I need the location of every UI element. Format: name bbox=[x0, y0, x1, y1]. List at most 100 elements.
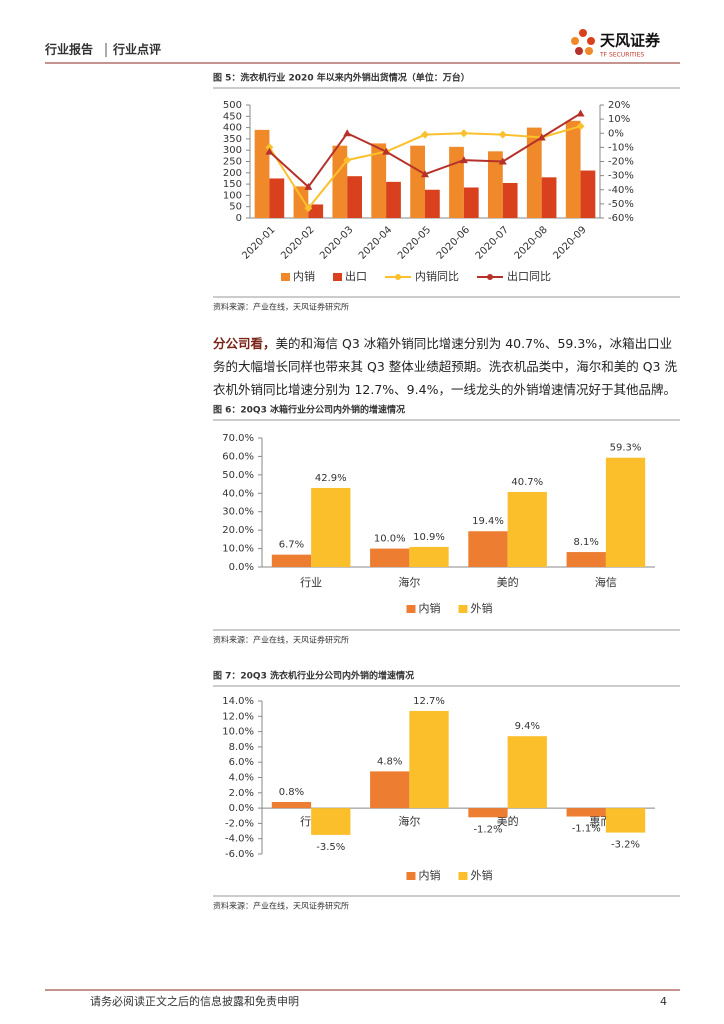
y-tick-label: 60.0% bbox=[222, 451, 254, 462]
logo-subtext: TF SECURITIES bbox=[599, 52, 644, 59]
bar bbox=[507, 491, 547, 567]
header-left: 行业报告 bbox=[44, 42, 93, 57]
x-tick-label: 海尔 bbox=[398, 814, 420, 828]
marker bbox=[265, 147, 274, 155]
bar bbox=[526, 127, 542, 218]
marker bbox=[459, 156, 468, 164]
bar bbox=[371, 143, 387, 218]
y-tick-label: 200 bbox=[223, 168, 242, 179]
y-tick-label: 50.0% bbox=[222, 470, 254, 481]
bar bbox=[580, 170, 596, 218]
y-tick-label: 6.0% bbox=[229, 757, 254, 768]
x-tick-label: 海尔 bbox=[398, 575, 420, 589]
x-tick-label: 2020-04 bbox=[357, 224, 394, 261]
bar bbox=[293, 186, 309, 218]
bar bbox=[370, 771, 410, 809]
bar bbox=[409, 710, 449, 809]
marker bbox=[304, 182, 313, 190]
y-tick-label: 50 bbox=[229, 202, 242, 213]
value-label: 59.3% bbox=[610, 443, 642, 454]
x-tick-label: 美的 bbox=[497, 814, 519, 828]
y-tick-label: 70.0% bbox=[222, 433, 254, 444]
x-tick-label: 2020-02 bbox=[279, 224, 316, 261]
y-tick-label: 20.0% bbox=[222, 525, 254, 536]
x-tick-label: 美的 bbox=[497, 575, 519, 589]
marker bbox=[576, 122, 585, 131]
bar bbox=[605, 457, 646, 567]
marker bbox=[304, 204, 313, 213]
bar bbox=[541, 177, 557, 218]
value-label: 19.4% bbox=[472, 516, 504, 527]
y-tick-label: 40.0% bbox=[222, 488, 254, 499]
value-label: 10.9% bbox=[413, 532, 445, 543]
y-tick-label: 100 bbox=[223, 190, 242, 201]
y-tick-label: 400 bbox=[223, 123, 242, 134]
bar bbox=[332, 145, 348, 218]
legend-swatch bbox=[458, 872, 468, 880]
y-tick-label: 30.0% bbox=[222, 507, 254, 518]
bar bbox=[269, 178, 285, 218]
legend-label: 内销 bbox=[293, 269, 315, 283]
logo-mark bbox=[571, 29, 595, 55]
legend-swatch bbox=[458, 605, 468, 613]
x-tick-label: 2020-09 bbox=[551, 224, 588, 261]
value-label: 6.7% bbox=[279, 540, 304, 551]
value-label: 12.7% bbox=[413, 696, 445, 707]
bar bbox=[488, 151, 503, 218]
figure-title: 图 6：20Q3 冰箱行业分公司内外销的增速情况 bbox=[213, 404, 405, 416]
value-label: 10.0% bbox=[374, 534, 406, 545]
value-label: -3.5% bbox=[316, 842, 345, 853]
figure-source: 资料来源：产业在线，天风证券研究所 bbox=[213, 302, 349, 312]
x-tick-label: 行业 bbox=[300, 576, 322, 589]
y-tick-label: 150 bbox=[223, 179, 242, 190]
legend-marker bbox=[487, 274, 493, 280]
bar bbox=[565, 120, 581, 218]
y-tick-label: 250 bbox=[223, 157, 242, 168]
bar bbox=[311, 487, 351, 567]
figure-source: 资料来源：产业在线，天风证券研究所 bbox=[213, 901, 349, 911]
legend-label: 出口同比 bbox=[507, 269, 551, 283]
y-tick-label: -6.0% bbox=[225, 849, 254, 860]
marker bbox=[576, 109, 585, 117]
y-tick-label: 10.0% bbox=[222, 727, 254, 738]
bar bbox=[502, 182, 518, 218]
y2-tick-label: -40% bbox=[608, 185, 634, 196]
bar bbox=[507, 736, 547, 809]
x-tick-label: 2020-03 bbox=[318, 224, 355, 261]
marker bbox=[421, 170, 429, 178]
bar bbox=[409, 546, 449, 567]
value-label: -3.2% bbox=[611, 840, 640, 851]
bar bbox=[386, 181, 401, 218]
bar bbox=[566, 808, 606, 817]
y-tick-label: 0.0% bbox=[229, 562, 254, 573]
bar bbox=[468, 531, 508, 567]
paragraph-lead: 分公司看， bbox=[213, 336, 276, 351]
y-tick-label: 4.0% bbox=[229, 773, 254, 784]
paragraph: 分公司看，美的和海信 Q3 冰箱外销同比增速分别为 40.7%、59.3%，冰箱… bbox=[213, 332, 681, 401]
legend-swatch bbox=[406, 605, 416, 613]
bar bbox=[347, 176, 362, 218]
x-tick-label: 2020-06 bbox=[435, 224, 472, 261]
marker bbox=[498, 130, 507, 139]
bar bbox=[463, 187, 479, 218]
marker bbox=[459, 129, 468, 138]
footer-disclaimer: 请务必阅读正文之后的信息披露和免责申明 bbox=[90, 994, 299, 1008]
value-label: -1.2% bbox=[473, 824, 502, 835]
legend-swatch bbox=[406, 872, 416, 880]
legend-label: 内销 bbox=[419, 601, 441, 615]
paragraph-text: 美的和海信 Q3 冰箱外销同比增速分别为 40.7%、59.3%，冰箱出口业务的… bbox=[213, 336, 677, 397]
y-tick-label: 0 bbox=[236, 213, 242, 224]
y-tick-label: 350 bbox=[223, 134, 242, 145]
y2-tick-label: -20% bbox=[608, 157, 634, 168]
marker bbox=[265, 143, 274, 152]
legend-label: 外销 bbox=[471, 601, 493, 615]
legend-marker bbox=[395, 274, 401, 280]
legend-label: 外销 bbox=[471, 868, 493, 882]
bar bbox=[254, 129, 270, 218]
value-label: 0.8% bbox=[279, 787, 304, 798]
x-tick-label: 2020-08 bbox=[513, 224, 550, 261]
y2-tick-label: 20% bbox=[608, 100, 630, 111]
y-tick-label: 2.0% bbox=[229, 788, 254, 799]
